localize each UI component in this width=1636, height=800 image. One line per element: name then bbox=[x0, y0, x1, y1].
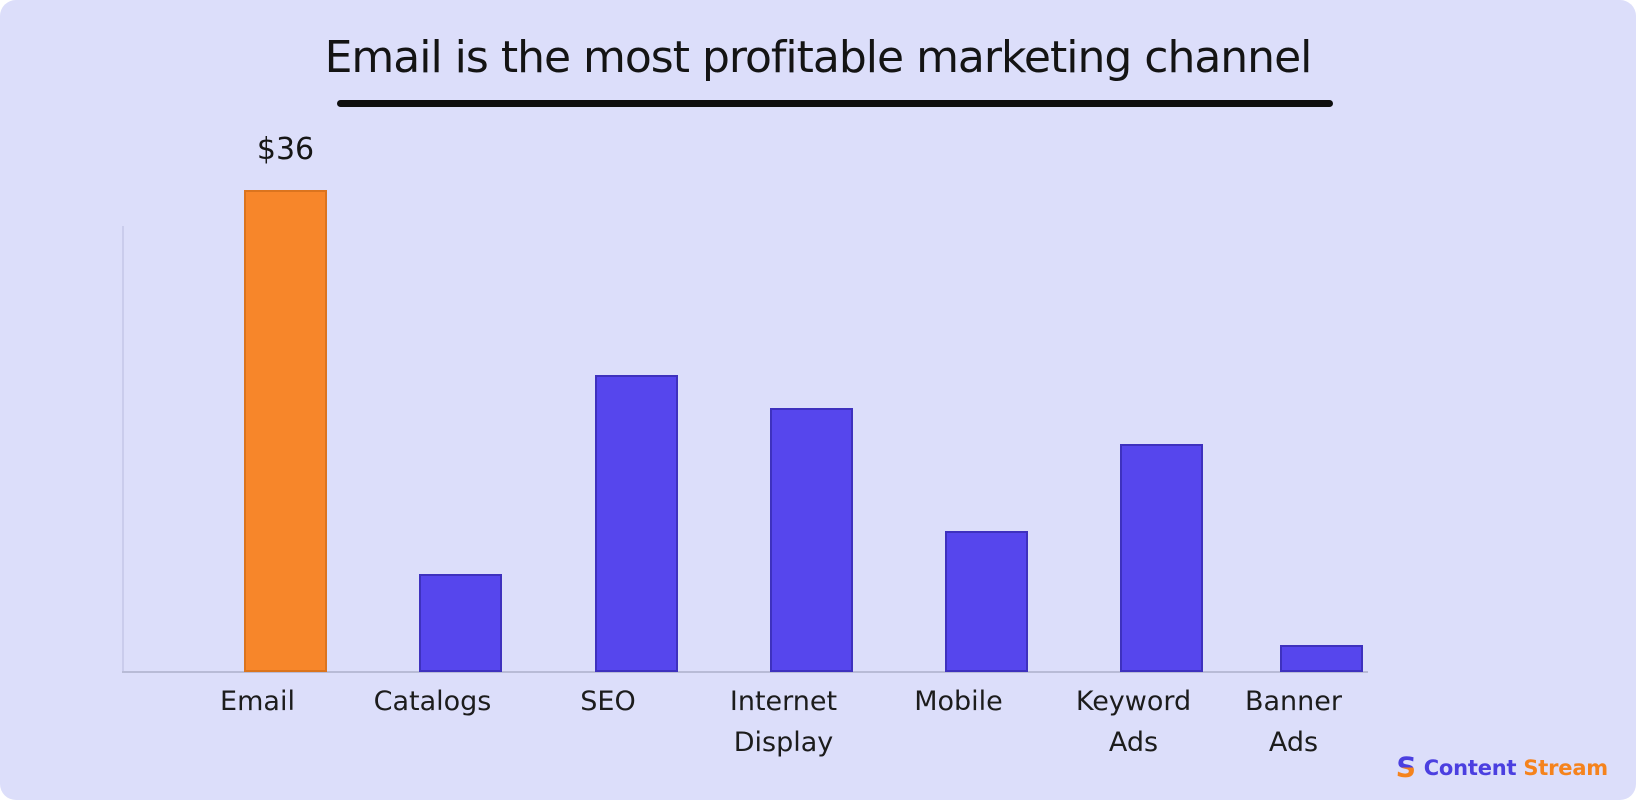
axis-label-seo: SEO bbox=[580, 686, 636, 717]
axis-label-banner-ads: Banner Ads bbox=[1244, 686, 1343, 758]
bar-internet-display bbox=[770, 408, 853, 672]
content-stream-logo: S Content Stream bbox=[1394, 751, 1609, 784]
axis-label-email: Email bbox=[220, 686, 295, 717]
x-axis-line bbox=[122, 671, 1368, 673]
content-stream-s-icon: S bbox=[1394, 751, 1417, 784]
chart-title: Email is the most profitable marketing c… bbox=[324, 32, 1313, 83]
bar-keyword-ads bbox=[1120, 444, 1203, 672]
bar-email bbox=[244, 190, 327, 672]
bar-banner-ads bbox=[1280, 645, 1363, 672]
logo-word-stream: Stream bbox=[1523, 756, 1608, 780]
y-axis-line bbox=[122, 226, 124, 672]
axis-label-catalogs: Catalogs bbox=[373, 686, 492, 717]
axis-label-keyword-ads: Keyword Ads bbox=[1075, 686, 1192, 758]
title-underline bbox=[337, 100, 1333, 107]
bar-seo bbox=[594, 375, 678, 672]
axis-label-mobile: Mobile bbox=[914, 686, 1003, 717]
bar-mobile bbox=[945, 531, 1028, 672]
logo-word-content: Content bbox=[1423, 756, 1517, 780]
bar-catalogs bbox=[419, 574, 502, 672]
value-label-email: $36 bbox=[256, 132, 315, 167]
axis-label-internet-display: Internet Display bbox=[729, 686, 838, 758]
